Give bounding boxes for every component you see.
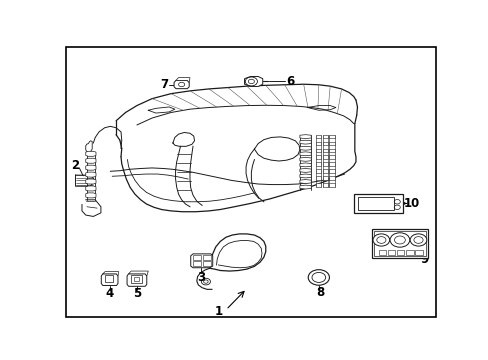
Polygon shape bbox=[322, 135, 327, 138]
Polygon shape bbox=[329, 135, 334, 138]
Circle shape bbox=[409, 234, 426, 246]
Bar bbox=[353, 194, 402, 213]
Text: 5: 5 bbox=[133, 287, 141, 300]
Polygon shape bbox=[299, 152, 311, 156]
Polygon shape bbox=[322, 169, 327, 173]
Circle shape bbox=[389, 233, 409, 247]
Polygon shape bbox=[85, 172, 96, 177]
Polygon shape bbox=[315, 162, 321, 166]
Text: 3: 3 bbox=[197, 271, 205, 284]
Polygon shape bbox=[85, 158, 96, 163]
Polygon shape bbox=[244, 76, 262, 86]
Polygon shape bbox=[322, 156, 327, 159]
Bar bbox=[387, 250, 395, 255]
Bar bbox=[373, 231, 425, 256]
Polygon shape bbox=[329, 169, 334, 173]
Bar bbox=[131, 275, 142, 283]
Polygon shape bbox=[85, 193, 96, 198]
Bar bbox=[193, 255, 201, 260]
Polygon shape bbox=[315, 149, 321, 152]
Polygon shape bbox=[315, 176, 321, 180]
Polygon shape bbox=[190, 254, 212, 268]
Polygon shape bbox=[322, 176, 327, 180]
Polygon shape bbox=[174, 80, 189, 89]
Polygon shape bbox=[85, 151, 96, 156]
Polygon shape bbox=[85, 186, 96, 191]
Polygon shape bbox=[85, 179, 96, 184]
Bar bbox=[396, 250, 404, 255]
Polygon shape bbox=[85, 141, 92, 153]
Text: 7: 7 bbox=[160, 78, 168, 91]
Polygon shape bbox=[329, 149, 334, 152]
Polygon shape bbox=[85, 165, 96, 170]
Polygon shape bbox=[322, 183, 327, 186]
Polygon shape bbox=[299, 135, 311, 139]
Bar bbox=[193, 261, 201, 266]
Bar bbox=[371, 229, 427, 258]
Polygon shape bbox=[176, 77, 189, 82]
Polygon shape bbox=[315, 135, 321, 138]
Bar bbox=[414, 250, 422, 255]
Circle shape bbox=[307, 270, 329, 285]
Text: 8: 8 bbox=[316, 286, 324, 299]
Bar bbox=[405, 250, 413, 255]
Polygon shape bbox=[315, 156, 321, 159]
Polygon shape bbox=[299, 163, 311, 167]
Text: 4: 4 bbox=[105, 287, 114, 300]
Text: 2: 2 bbox=[71, 159, 80, 172]
Bar bbox=[378, 250, 386, 255]
Polygon shape bbox=[329, 162, 334, 166]
Bar bbox=[358, 197, 393, 210]
Polygon shape bbox=[299, 157, 311, 161]
Polygon shape bbox=[299, 185, 311, 189]
Polygon shape bbox=[329, 183, 334, 186]
Circle shape bbox=[372, 234, 389, 246]
Text: 6: 6 bbox=[285, 75, 294, 88]
Polygon shape bbox=[315, 141, 321, 145]
Polygon shape bbox=[299, 146, 311, 150]
Polygon shape bbox=[322, 162, 327, 166]
Polygon shape bbox=[299, 174, 311, 178]
Polygon shape bbox=[322, 141, 327, 145]
Polygon shape bbox=[315, 169, 321, 173]
Text: 1: 1 bbox=[214, 305, 222, 318]
Bar bbox=[105, 275, 113, 282]
Polygon shape bbox=[315, 183, 321, 186]
Bar bbox=[203, 261, 211, 266]
Polygon shape bbox=[127, 274, 146, 286]
Polygon shape bbox=[322, 149, 327, 152]
Polygon shape bbox=[101, 274, 118, 285]
Polygon shape bbox=[329, 176, 334, 180]
Bar bbox=[203, 255, 211, 260]
Bar bbox=[134, 276, 139, 281]
Polygon shape bbox=[329, 141, 334, 145]
Polygon shape bbox=[329, 156, 334, 159]
Polygon shape bbox=[299, 180, 311, 184]
Polygon shape bbox=[299, 140, 311, 144]
Polygon shape bbox=[128, 271, 148, 276]
Text: 9: 9 bbox=[420, 253, 428, 266]
Text: 10: 10 bbox=[403, 197, 419, 210]
Polygon shape bbox=[299, 168, 311, 172]
Polygon shape bbox=[102, 271, 119, 276]
